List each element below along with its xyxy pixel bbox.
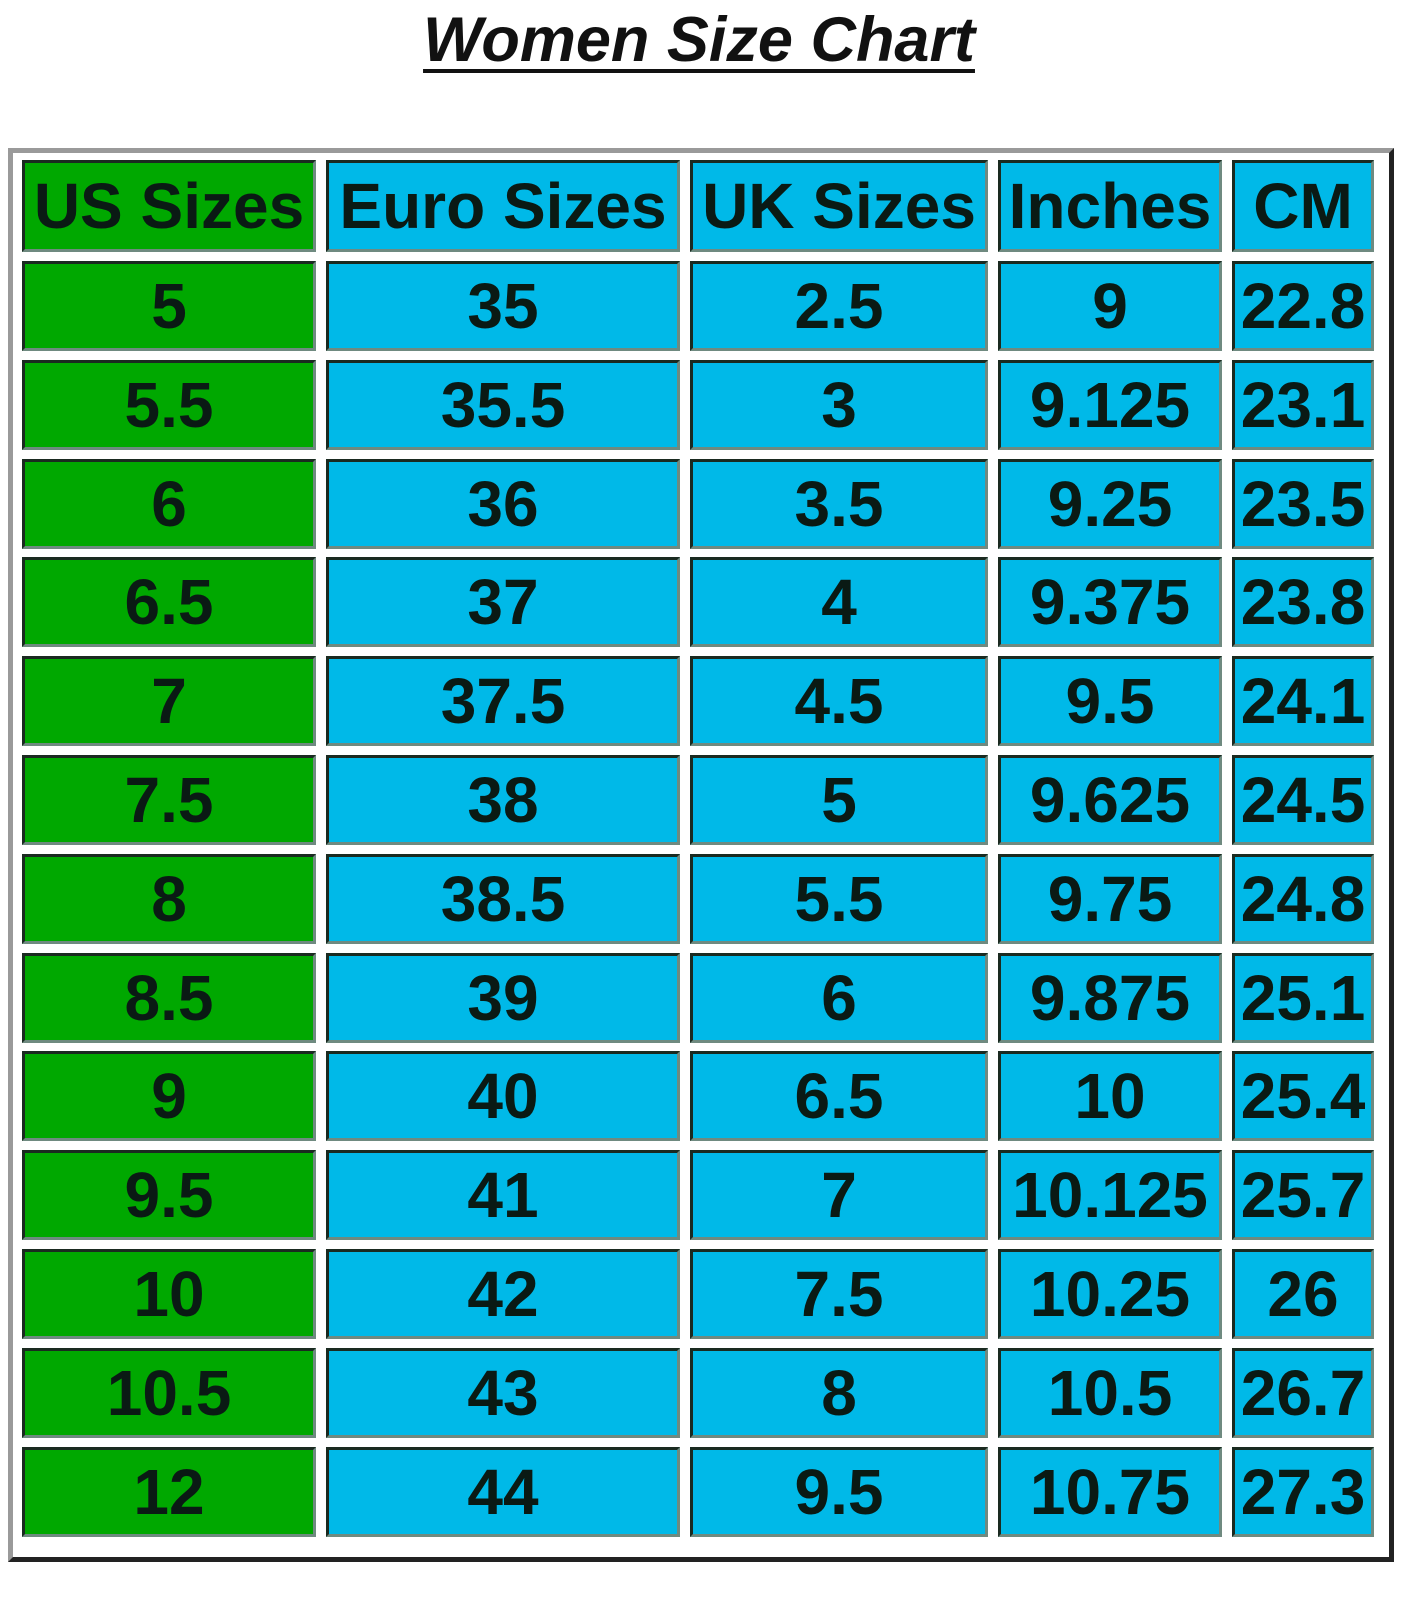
cell-us: 5 (22, 261, 316, 351)
cell-cm: 26.7 (1232, 1348, 1374, 1438)
cell-euro: 38 (326, 755, 680, 845)
cell-euro: 39 (326, 953, 680, 1043)
cell-uk: 6.5 (690, 1051, 988, 1141)
cell-euro: 43 (326, 1348, 680, 1438)
cell-uk: 3.5 (690, 459, 988, 549)
cell-euro: 44 (326, 1447, 680, 1537)
cell-inches: 10 (998, 1051, 1222, 1141)
cell-uk: 6 (690, 953, 988, 1043)
cell-uk: 5 (690, 755, 988, 845)
cell-uk: 4 (690, 557, 988, 647)
cell-cm: 23.8 (1232, 557, 1374, 647)
cell-us: 9 (22, 1051, 316, 1141)
cell-cm: 24.5 (1232, 755, 1374, 845)
cell-euro: 36 (326, 459, 680, 549)
cell-cm: 25.1 (1232, 953, 1374, 1043)
cell-uk: 9.5 (690, 1447, 988, 1537)
cell-us: 5.5 (22, 360, 316, 450)
cell-euro: 37.5 (326, 656, 680, 746)
cell-uk: 4.5 (690, 656, 988, 746)
cell-uk: 2.5 (690, 261, 988, 351)
cell-cm: 27.3 (1232, 1447, 1374, 1537)
cell-inches: 10.125 (998, 1150, 1222, 1240)
cell-euro: 40 (326, 1051, 680, 1141)
cell-inches: 9 (998, 261, 1222, 351)
cell-us: 7.5 (22, 755, 316, 845)
header-cm: CM (1232, 160, 1374, 252)
cell-us: 6.5 (22, 557, 316, 647)
cell-inches: 9.875 (998, 953, 1222, 1043)
cell-inches: 9.25 (998, 459, 1222, 549)
cell-us: 10 (22, 1249, 316, 1339)
cell-euro: 42 (326, 1249, 680, 1339)
cell-euro: 35 (326, 261, 680, 351)
cell-us: 12 (22, 1447, 316, 1537)
cell-inches: 10.5 (998, 1348, 1222, 1438)
cell-us: 9.5 (22, 1150, 316, 1240)
cell-inches: 9.75 (998, 854, 1222, 944)
cell-uk: 8 (690, 1348, 988, 1438)
header-uk: UK Sizes (690, 160, 988, 252)
cell-inches: 9.375 (998, 557, 1222, 647)
cell-inches: 10.75 (998, 1447, 1222, 1537)
cell-uk: 5.5 (690, 854, 988, 944)
cell-cm: 23.5 (1232, 459, 1374, 549)
cell-inches: 9.125 (998, 360, 1222, 450)
cell-uk: 3 (690, 360, 988, 450)
cell-cm: 23.1 (1232, 360, 1374, 450)
cell-cm: 26 (1232, 1249, 1374, 1339)
cell-inches: 9.625 (998, 755, 1222, 845)
cell-cm: 25.7 (1232, 1150, 1374, 1240)
cell-inches: 10.25 (998, 1249, 1222, 1339)
header-euro: Euro Sizes (326, 160, 680, 252)
cell-euro: 41 (326, 1150, 680, 1240)
cell-cm: 25.4 (1232, 1051, 1374, 1141)
cell-cm: 24.8 (1232, 854, 1374, 944)
cell-inches: 9.5 (998, 656, 1222, 746)
cell-us: 6 (22, 459, 316, 549)
cell-us: 7 (22, 656, 316, 746)
cell-euro: 38.5 (326, 854, 680, 944)
page-title: Women Size Chart (423, 5, 975, 75)
cell-cm: 24.1 (1232, 656, 1374, 746)
cell-us: 8.5 (22, 953, 316, 1043)
cell-euro: 37 (326, 557, 680, 647)
cell-euro: 35.5 (326, 360, 680, 450)
cell-uk: 7.5 (690, 1249, 988, 1339)
cell-us: 8 (22, 854, 316, 944)
cell-uk: 7 (690, 1150, 988, 1240)
header-inches: Inches (998, 160, 1222, 252)
cell-cm: 22.8 (1232, 261, 1374, 351)
header-us: US Sizes (22, 160, 316, 252)
cell-us: 10.5 (22, 1348, 316, 1438)
